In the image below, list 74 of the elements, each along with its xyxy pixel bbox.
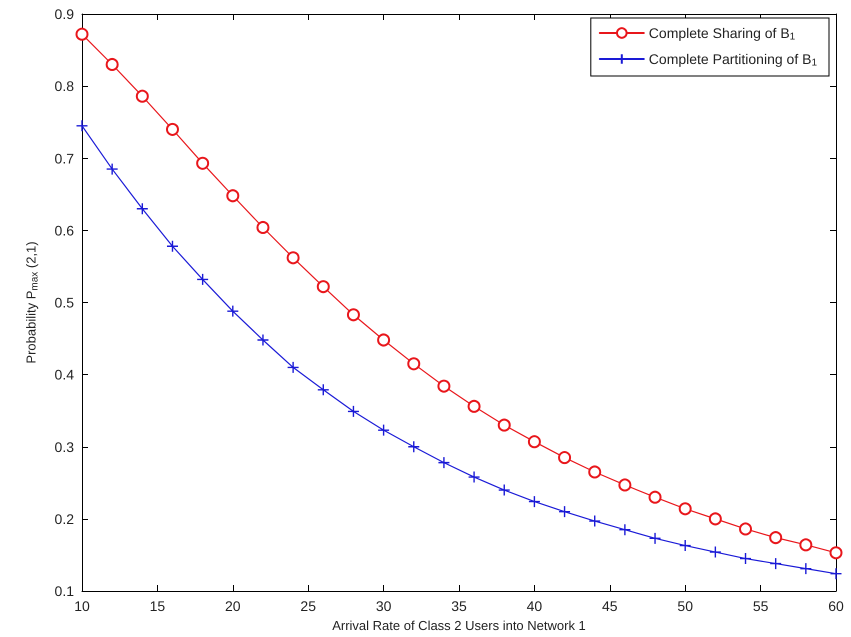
point [316, 280, 330, 294]
point [76, 120, 88, 132]
x-tick-label: 40 [526, 598, 542, 614]
point [739, 552, 752, 565]
point [136, 202, 149, 215]
point [106, 162, 118, 176]
point [377, 424, 390, 436]
point [709, 546, 722, 558]
point [528, 435, 541, 448]
point [408, 440, 420, 453]
x-tick-label: 45 [602, 598, 618, 614]
x-tick-label: 30 [376, 598, 392, 614]
point [558, 451, 572, 464]
point [256, 334, 270, 346]
point [468, 400, 481, 413]
y-tick-label: 0.9 [54, 6, 74, 22]
point [106, 58, 119, 71]
x-axis-title: Arrival Rate of Class 2 Users into Network 1 [332, 618, 586, 633]
point [648, 490, 662, 504]
point [769, 557, 782, 570]
point [226, 189, 240, 202]
y-tick-label: 0.2 [54, 510, 74, 527]
point [166, 122, 179, 136]
point [498, 484, 510, 496]
y-tick-label: 0.8 [54, 78, 74, 94]
point [528, 495, 541, 508]
x-tick-label: 10 [74, 598, 90, 614]
point [558, 505, 571, 518]
point [226, 304, 239, 318]
y-tick-label: 0.3 [54, 438, 74, 455]
point [588, 514, 601, 528]
point [377, 334, 390, 346]
point [256, 220, 270, 234]
point [618, 478, 632, 492]
y-tick-label: 0.5 [54, 294, 74, 310]
y-tick-label: 0.6 [54, 222, 74, 238]
point [708, 512, 722, 526]
x-tick-label: 20 [225, 598, 241, 614]
y-tick-label: 0.4 [54, 366, 74, 383]
point [286, 361, 300, 374]
point [468, 470, 480, 484]
point [498, 418, 511, 432]
point [830, 567, 842, 580]
point [830, 546, 842, 560]
point [407, 357, 420, 370]
x-tick-label: 25 [300, 598, 316, 614]
point [346, 308, 360, 322]
point [679, 539, 692, 552]
point [317, 384, 330, 396]
point [166, 240, 179, 252]
point [437, 380, 450, 393]
x-tick-label: 35 [451, 598, 467, 614]
y-axis-title: Probability Pmax (2,1) [24, 241, 40, 364]
point [286, 251, 300, 264]
point [648, 532, 662, 545]
x-tick-label: 15 [150, 598, 166, 614]
y-tick-label: 0.7 [54, 150, 74, 166]
point [438, 456, 450, 469]
x-tick-label: 60 [828, 598, 844, 614]
point [196, 156, 210, 170]
point [618, 523, 632, 536]
point [739, 522, 752, 536]
x-tick-label: 55 [752, 598, 769, 614]
y-tick-label: 0.1 [54, 583, 74, 599]
point [799, 538, 812, 552]
point [347, 405, 360, 418]
point [800, 562, 812, 575]
x-tick-label: 50 [677, 598, 694, 614]
point [588, 465, 602, 478]
point [678, 502, 692, 516]
point [769, 531, 782, 544]
point [136, 90, 149, 103]
point [196, 273, 209, 286]
point [76, 28, 88, 41]
